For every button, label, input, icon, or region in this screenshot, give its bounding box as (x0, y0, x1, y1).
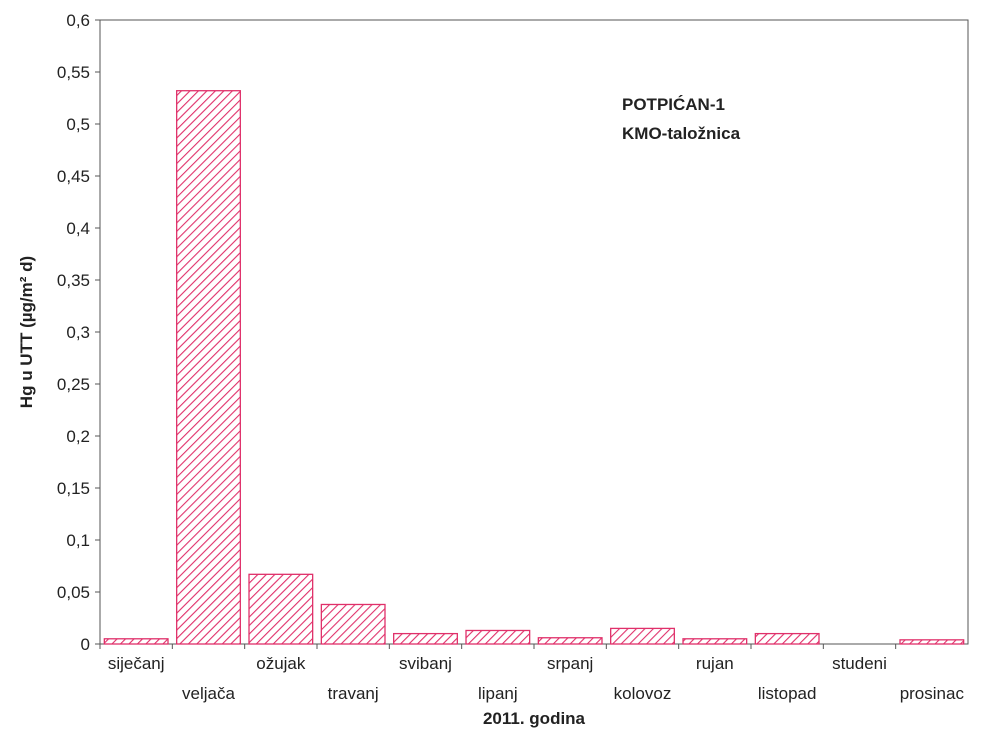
x-tick-label: lipanj (478, 684, 518, 703)
bars-group (103, 90, 965, 645)
y-tick-label: 0,05 (57, 583, 90, 602)
x-tick-label: kolovoz (614, 684, 672, 703)
x-tick-label: ožujak (256, 654, 306, 673)
x-tick-label: studeni (832, 654, 887, 673)
bar-srpanj (537, 637, 603, 645)
bar-svibanj (393, 632, 458, 645)
bar-travanj (320, 603, 386, 645)
y-tick-label: 0,15 (57, 479, 90, 498)
x-tick-label: siječanj (108, 654, 165, 673)
y-tick-label: 0,25 (57, 375, 90, 394)
y-tick-label: 0,3 (66, 323, 90, 342)
y-tick-label: 0,1 (66, 531, 90, 550)
bar-veljača (176, 90, 241, 645)
annotation-line-1: POTPIĆAN-1 (622, 95, 725, 114)
bar-kolovoz (610, 627, 675, 645)
y-tick-label: 0,35 (57, 271, 90, 290)
y-tick-label: 0,6 (66, 11, 90, 30)
y-axis-title: Hg u UTT (µg/m² d) (17, 256, 36, 408)
y-tick-label: 0 (81, 635, 90, 654)
y-axis: 0 0,05 0,1 0,15 0,2 0,25 0,3 0,35 0,4 0,45 0,5 0,55… (57, 11, 100, 654)
bar-lipanj (465, 629, 531, 645)
x-tick-label: prosinac (900, 684, 965, 703)
bar-ožujak (248, 573, 314, 645)
x-tick-label: listopad (758, 684, 817, 703)
y-tick-label: 0,5 (66, 115, 90, 134)
plot-frame (99, 19, 969, 645)
x-axis-title: 2011. godina (483, 709, 586, 728)
x-axis: siječanj veljača ožujak travanj svibanj lipan… (99, 644, 965, 703)
bar-siječanj (103, 638, 169, 645)
x-tick-label: rujan (696, 654, 734, 673)
x-tick-label: srpanj (547, 654, 593, 673)
x-tick-label: veljača (182, 684, 235, 703)
y-tick-label: 0,55 (57, 63, 90, 82)
bar-listopad (754, 632, 820, 645)
x-tick-label: travanj (328, 684, 379, 703)
y-tick-label: 0,4 (66, 219, 90, 238)
annotation-line-2: KMO-taložnica (622, 124, 741, 143)
y-tick-label: 0,45 (57, 167, 90, 186)
bar-prosinac (899, 639, 965, 645)
x-tick-label: svibanj (399, 654, 452, 673)
bar-rujan (682, 638, 748, 645)
y-tick-label: 0,2 (66, 427, 90, 446)
